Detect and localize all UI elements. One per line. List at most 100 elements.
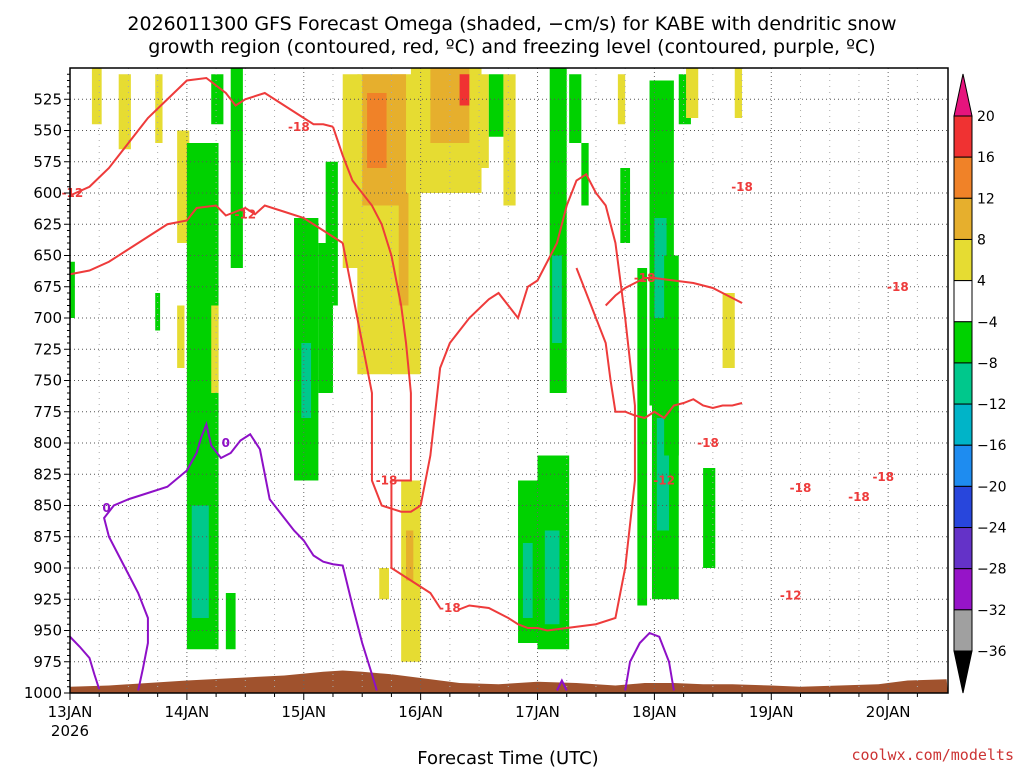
omega-shade-region — [91, 68, 102, 125]
colorbar-band — [953, 362, 973, 405]
y-tick-label: 775 — [33, 403, 62, 421]
x-tick-label: 20JAN — [866, 703, 911, 721]
colorbar-band — [953, 527, 973, 570]
dgz-contour-label: -18 — [634, 271, 656, 285]
y-tick-label: 550 — [33, 122, 62, 140]
omega-shade-region — [552, 255, 562, 343]
colorbar-band — [953, 321, 973, 364]
omega-shade-region — [406, 530, 414, 581]
dgz-contour-label: -18 — [731, 180, 753, 194]
colorbar-band — [953, 609, 973, 652]
y-tick-label: 925 — [33, 590, 62, 608]
omega-shade-region — [488, 74, 504, 137]
omega-shade-region — [459, 74, 470, 106]
freezing-level-contours: 00 — [69, 420, 675, 691]
dgz-contour-label: -12 — [780, 589, 802, 603]
grid-lines — [70, 68, 948, 693]
omega-shade-region — [342, 74, 360, 268]
x-tick-sublabel: 2026 — [51, 722, 89, 740]
dgz-contour-line — [575, 267, 743, 420]
colorbar-tick-label: 4 — [977, 274, 986, 290]
freezing-contour-label: 0 — [102, 501, 110, 515]
chart-title-line2: growth region (contoured, red, ºC) and f… — [148, 36, 875, 58]
omega-shade-region — [544, 530, 560, 625]
credit-link[interactable]: coolwx.com/modelts — [851, 746, 1014, 764]
colorbar-band — [953, 485, 973, 529]
dgz-contour-label: -18 — [872, 470, 894, 484]
dgz-contour-label: -12 — [234, 207, 256, 221]
colorbar-band — [953, 238, 973, 282]
chart-title-line1: 2026011300 GFS Forecast Omega (shaded, −… — [127, 13, 896, 35]
dgz-contour-line — [332, 126, 441, 609]
dgz-contour-line — [604, 277, 743, 307]
y-tick-label: 525 — [33, 90, 62, 108]
omega-shade-region — [325, 161, 338, 306]
colorbar-tick-label: −4 — [977, 315, 998, 331]
colorbar-tick-label: 20 — [977, 109, 995, 125]
y-tick-label: 900 — [33, 559, 62, 577]
colorbar: 20 16 12 8 4 −4 −8 −12 −16 −20 −24 −28 −32 −36 — [953, 73, 1007, 694]
omega-shade-region — [522, 543, 533, 618]
omega-shade-region — [367, 93, 387, 168]
colorbar-tick-label: −20 — [977, 479, 1007, 495]
surface-fill — [70, 670, 948, 693]
omega-shade-region — [503, 74, 516, 206]
x-tick-label: 17JAN — [515, 703, 560, 721]
omega-shade-region — [118, 74, 131, 150]
freezing-contour-line — [69, 636, 101, 690]
dgz-contour-label: -18 — [887, 280, 909, 294]
y-tick-label: 725 — [33, 340, 62, 358]
omega-shade-region — [664, 255, 679, 456]
y-tick-label: 650 — [33, 247, 62, 265]
dgz-contour-label: -12 — [653, 474, 675, 488]
omega-shade-region — [686, 68, 699, 118]
surface-terrain — [70, 670, 948, 693]
freezing-contour-line — [556, 678, 568, 691]
x-tick-label: 15JAN — [281, 703, 326, 721]
y-axis: 525 550 575 600 625 650 675 700 725 750 775 800 825 8… — [24, 73, 70, 702]
dgz-contour-label: -18 — [439, 601, 461, 615]
dgz-contour-line — [69, 76, 334, 197]
freezing-contour-line — [624, 631, 675, 691]
omega-shade-region — [191, 505, 209, 618]
y-tick-label: 950 — [33, 622, 62, 640]
omega-shade-region — [722, 293, 735, 368]
y-tick-label: 750 — [33, 372, 62, 390]
colorbar-tick-label: 12 — [977, 191, 995, 207]
colorbar-top-arrow — [953, 73, 973, 117]
colorbar-band — [953, 156, 973, 199]
colorbar-tick-label: −12 — [977, 397, 1007, 413]
dgz-contour-line — [341, 172, 636, 632]
y-tick-label: 975 — [33, 653, 62, 671]
colorbar-tick-label: −8 — [977, 356, 998, 372]
x-tick-label: 18JAN — [632, 703, 677, 721]
y-tick-label: 700 — [33, 309, 62, 327]
omega-shade-region — [637, 268, 648, 606]
omega-shade-region — [703, 468, 716, 568]
dgz-contour-label: -18 — [848, 490, 870, 504]
omega-shade-region — [734, 68, 743, 118]
y-tick-label: 600 — [33, 184, 62, 202]
y-tick-label: 1000 — [24, 684, 62, 702]
colorbar-tick-label: −24 — [977, 521, 1007, 537]
colorbar-band — [953, 403, 973, 446]
omega-shade-region — [617, 74, 626, 125]
omega-shade-region — [211, 74, 224, 125]
dgz-contour-line — [69, 204, 344, 276]
omega-shade-region — [474, 74, 489, 168]
omega-shade-region — [569, 74, 582, 143]
y-tick-label: 825 — [33, 465, 62, 483]
dgz-contour-label: -18 — [288, 120, 310, 134]
x-axis-label: Forecast Time (UTC) — [417, 748, 598, 768]
colorbar-band — [953, 197, 973, 240]
omega-shade-region — [379, 568, 389, 600]
colorbar-tick-label: 8 — [977, 232, 986, 248]
y-tick-label: 625 — [33, 215, 62, 233]
omega-shade-region — [70, 261, 75, 318]
x-tick-label: 13JAN — [48, 703, 93, 721]
colorbar-tick-label: −32 — [977, 603, 1007, 619]
y-tick-label: 800 — [33, 434, 62, 452]
y-tick-label: 875 — [33, 528, 62, 546]
